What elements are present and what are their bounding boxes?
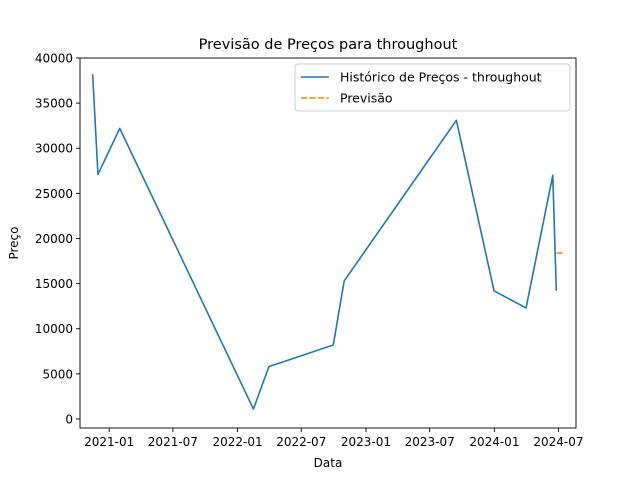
y-axis-title: Preço [7, 226, 21, 259]
x-tick-label: 2022-07 [276, 435, 326, 449]
y-tick-label: 25000 [35, 187, 73, 201]
x-tick-label: 2021-01 [84, 435, 134, 449]
y-tick-label: 0 [65, 412, 73, 426]
x-axis-title: Data [314, 456, 343, 470]
x-tick-label: 2024-07 [533, 435, 583, 449]
plot-background [80, 58, 576, 428]
y-tick-label: 40000 [35, 52, 73, 66]
y-tick-label: 10000 [35, 322, 73, 336]
y-axis-ticks: 0 5000 10000 15000 20000 25000 30000 35000 40000 [35, 52, 80, 426]
x-tick-label: 2022-01 [213, 435, 263, 449]
legend-label-1: Previsão [340, 91, 393, 106]
x-axis-ticks: 2021-01 2021-07 2022-01 2022-07 2023-01 2023-… [84, 428, 583, 449]
plot-frame [79, 57, 577, 429]
legend-box [294, 63, 571, 112]
chart-title: Previsão de Preços para throughout [199, 37, 458, 53]
x-tick-label: 2021-07 [148, 435, 198, 449]
y-tick-label: 20000 [35, 232, 73, 246]
legend-label-0: Histórico de Preços - throughout [340, 70, 542, 85]
x-tick-label: 2023-01 [341, 435, 391, 449]
y-tick-label: 30000 [35, 142, 73, 156]
legend: Histórico de Preços - throughout Previsão [294, 63, 571, 112]
series-line-0 [91, 74, 558, 410]
y-tick-label: 5000 [42, 367, 73, 381]
x-tick-label: 2024-01 [469, 435, 519, 449]
plot-area [79, 57, 577, 429]
x-tick-label: 2023-07 [405, 435, 455, 449]
y-tick-label: 15000 [35, 277, 73, 291]
y-tick-label: 35000 [35, 97, 73, 111]
